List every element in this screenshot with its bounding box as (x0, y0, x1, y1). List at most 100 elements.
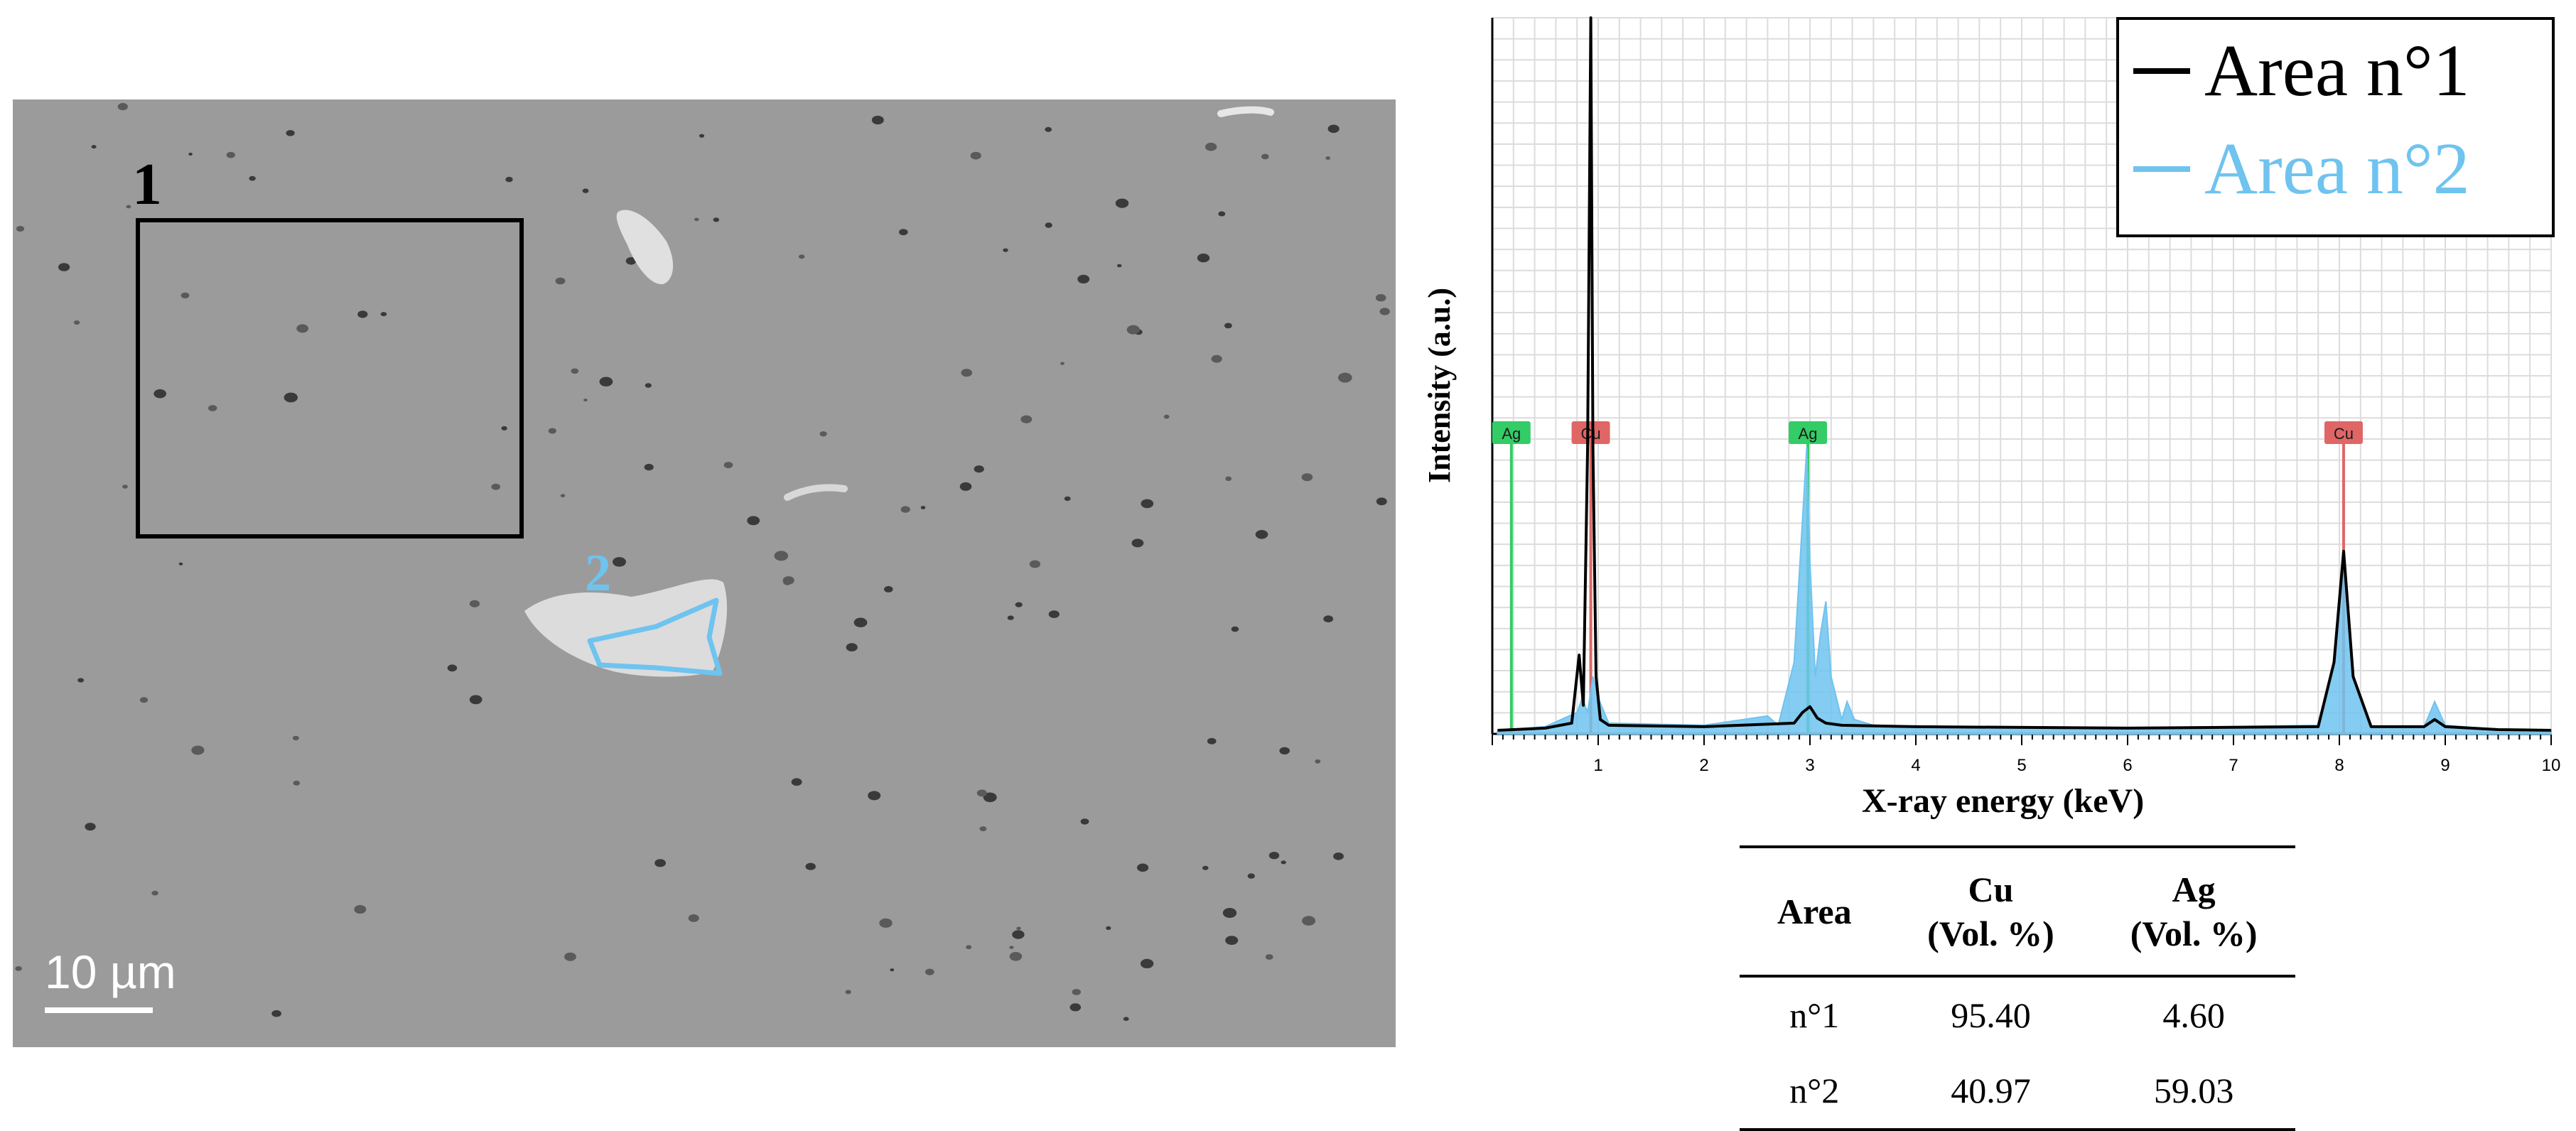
pore (747, 516, 760, 526)
pore (73, 320, 80, 325)
pore (782, 576, 794, 585)
pore (1048, 610, 1060, 618)
pore (1012, 930, 1025, 939)
table-cell: n°2 (1740, 1053, 1890, 1131)
pore (1268, 852, 1280, 860)
pore (791, 778, 802, 786)
table-header-ag: Ag (Vol. %) (2092, 845, 2295, 978)
x-tick-label: 10 (2542, 756, 2561, 775)
pore (723, 462, 733, 469)
sem-micrograph: 1 2 10 µm (13, 99, 1396, 1047)
pore (447, 664, 458, 672)
pore (879, 918, 893, 928)
pore (188, 152, 193, 156)
pore (1126, 325, 1140, 335)
pore (560, 494, 566, 497)
peak-marker-badge (1571, 421, 1610, 444)
legend-swatch-area-1 (2133, 68, 2190, 74)
pore (1106, 926, 1111, 930)
pore (1020, 415, 1033, 423)
pore (191, 745, 205, 755)
pore (469, 695, 483, 705)
x-tick-label: 5 (2017, 756, 2026, 775)
pore (1009, 946, 1014, 949)
pore (1123, 1017, 1129, 1021)
x-tick-label: 9 (2440, 756, 2450, 775)
pore (1060, 362, 1065, 365)
pore (16, 226, 25, 232)
pore (354, 904, 367, 914)
pore (798, 254, 805, 259)
pore (249, 175, 256, 181)
pore (1141, 499, 1154, 509)
pore (1080, 818, 1089, 825)
pore (979, 826, 987, 832)
pore (491, 483, 500, 490)
pore (1211, 355, 1222, 363)
silver-streak-2 (1217, 106, 1274, 117)
pore (694, 217, 699, 222)
pore (1255, 530, 1268, 539)
micrograph-texture (15, 103, 1390, 1021)
pore (654, 859, 666, 867)
table-cell: 95.40 (1951, 995, 2031, 1035)
peak-markers: Ag Cu Ag Cu (1492, 421, 2363, 734)
pore (91, 145, 97, 149)
pore (1325, 156, 1330, 160)
pore (1281, 860, 1286, 865)
pore (1207, 737, 1217, 745)
x-tick-labels: 1 2 3 4 5 6 7 8 9 10 (1593, 756, 2560, 775)
pore (688, 914, 699, 922)
pore (469, 600, 480, 607)
pore (613, 557, 626, 567)
pore (1315, 759, 1321, 764)
pore (1016, 926, 1021, 931)
pore (117, 103, 128, 111)
pore (284, 392, 298, 403)
legend-label-area-1: Area n°1 (2204, 30, 2470, 112)
pores (15, 103, 1390, 1021)
y-axis-label: Intensity (a.u.) (1422, 287, 1457, 483)
pore (1379, 308, 1390, 315)
table-header-row: Area Cu (Vol. %) Ag (Vol. %) (1740, 845, 2295, 978)
silver-streak (784, 484, 848, 501)
table-cell: 40.97 (1889, 1053, 2093, 1131)
pore (1218, 211, 1226, 217)
pore (1265, 954, 1273, 960)
pore (645, 383, 652, 388)
pore (925, 968, 934, 975)
pore (583, 399, 588, 402)
pore (293, 780, 301, 786)
pore (845, 990, 851, 995)
pore (853, 617, 868, 627)
pore (1222, 908, 1237, 918)
area-2-label: 2 (585, 544, 611, 602)
pore (976, 789, 987, 797)
x-tick-label: 3 (1805, 756, 1814, 775)
pore (699, 134, 705, 138)
pore (1323, 615, 1334, 623)
pore (899, 229, 908, 236)
peak-marker-badge (2324, 421, 2363, 444)
pore (920, 506, 926, 509)
legend-label-area-2: Area n°2 (2204, 128, 2470, 210)
area-1-label: 1 (132, 151, 162, 217)
pore (1338, 372, 1352, 383)
pore (974, 465, 984, 473)
pore (1261, 153, 1269, 160)
x-tick-label: 8 (2334, 756, 2344, 775)
pore (644, 463, 654, 471)
pore (1069, 1003, 1082, 1012)
table-header-area: Area (1740, 845, 1890, 978)
x-tick-label: 2 (1699, 756, 1708, 775)
chart-series (1497, 16, 2552, 735)
area-2-outline (587, 597, 723, 676)
pore (1137, 863, 1149, 872)
pore (713, 217, 720, 222)
pore (571, 368, 579, 374)
pore (271, 1010, 281, 1017)
pore (1375, 294, 1386, 302)
peak-marker-badge (1492, 421, 1531, 444)
area-1-box (136, 218, 524, 539)
pore (1045, 126, 1052, 132)
